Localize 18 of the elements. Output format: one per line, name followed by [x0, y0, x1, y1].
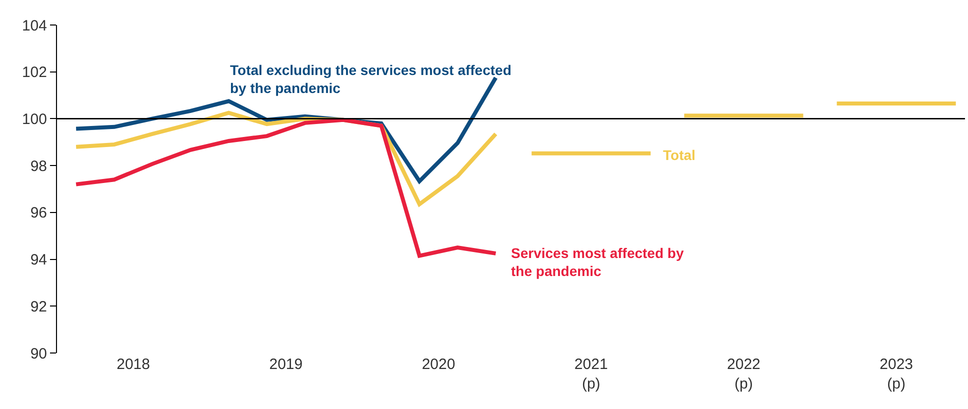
x-tick-label: 2020: [422, 356, 456, 373]
y-tick-label: 104: [22, 17, 47, 34]
x-tick-label: 2019: [269, 356, 303, 373]
y-tick-label: 96: [30, 204, 47, 222]
y-tick-label: 92: [30, 298, 47, 316]
series-label: Total excluding the services most affected by the pandemic: [230, 62, 512, 96]
y-tick-label: 98: [30, 158, 47, 175]
series-label: Services most affected by the pandemic: [511, 245, 684, 280]
y-tick-label: 102: [22, 64, 47, 82]
series-label: Total: [663, 147, 696, 163]
x-tick-label: 2018: [116, 356, 150, 373]
y-tick-label: 100: [22, 110, 47, 128]
x-tick-label: 2023 (p): [880, 356, 914, 392]
y-tick-label: 90: [30, 345, 47, 362]
x-tick-label: 2021 (p): [574, 356, 608, 392]
line-series: [74, 118, 498, 258]
y-tick-label: 94: [30, 252, 47, 269]
x-tick-label: 2022 (p): [727, 356, 760, 392]
